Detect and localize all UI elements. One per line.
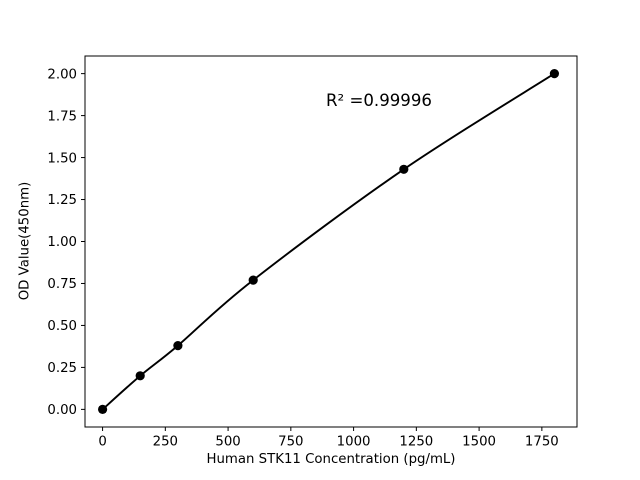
r-squared-annotation: R² =0.99996: [326, 91, 432, 110]
y-tick-label: 1.25: [47, 193, 77, 208]
plot-spines: [84, 55, 578, 428]
x-tick-label: 1000: [337, 435, 371, 450]
x-tick-label: 1250: [399, 435, 433, 450]
x-tick-label: 250: [153, 435, 178, 450]
x-tick-label: 500: [215, 435, 240, 450]
x-tick-label: 0: [98, 435, 106, 450]
y-tick-label: 1.00: [47, 235, 77, 250]
y-axis-label: OD Value(450nm): [17, 181, 33, 301]
data-point-marker: [173, 341, 183, 351]
data-point-marker: [549, 69, 560, 79]
y-tick-label: 0.00: [47, 403, 77, 418]
data-point-marker: [248, 275, 258, 285]
y-tick-label: 0.75: [47, 277, 77, 292]
y-tick-label: 1.50: [47, 151, 77, 166]
x-axis-label: Human STK11 Concentration (pg/mL): [206, 452, 456, 467]
x-tick-label: 750: [278, 435, 303, 450]
x-tick-label: 1750: [525, 435, 559, 450]
data-point-marker: [98, 404, 108, 414]
data-point-marker: [399, 164, 409, 174]
y-tick-label: 2.00: [47, 67, 77, 82]
y-tick-label: 0.25: [47, 361, 77, 376]
y-tick-label: 0.50: [47, 319, 77, 334]
y-tick-label: 1.75: [47, 109, 77, 124]
standard-curve-line: [101, 72, 556, 411]
x-tick-label: 1500: [462, 435, 496, 450]
data-point-marker: [135, 371, 145, 381]
